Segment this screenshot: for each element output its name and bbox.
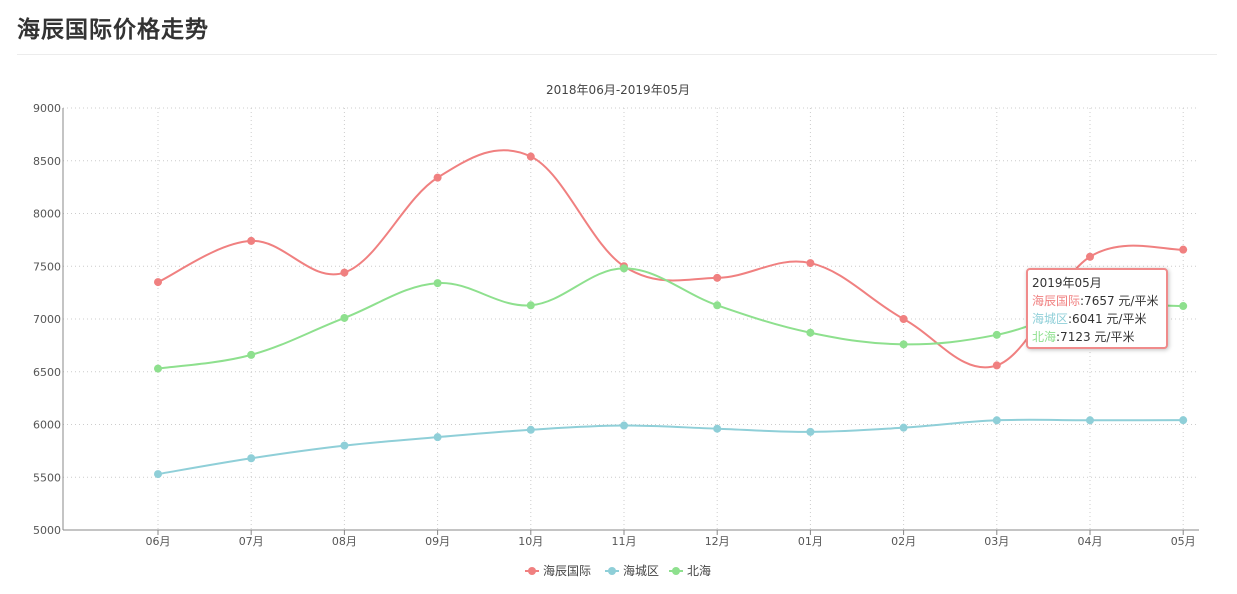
legend-item[interactable]: 北海 [669,563,711,578]
series-point [526,301,535,310]
x-tick-label: 09月 [425,535,450,548]
series-point [620,421,628,430]
page-title: 海辰国际价格走势 [17,17,209,43]
y-tick-label: 7500 [33,260,61,273]
series-point [992,416,1001,425]
series-point [433,279,442,288]
chart-subtitle: 2018年06月-2019年05月 [546,83,690,97]
series-point [713,273,722,282]
legend-marker [672,567,680,575]
tooltip-series-value: :6041 元/平米 [1068,312,1147,326]
chart-series[interactable] [154,149,1188,479]
series-point [992,361,1001,370]
tooltip-series-value: :7657 元/平米 [1080,294,1159,308]
series-point [713,301,722,310]
x-tick-label: 10月 [518,535,543,548]
series-point [899,315,908,323]
series-point [340,313,349,322]
x-tick-label: 11月 [612,535,637,548]
chart-axes: 5000 5500 6000 6500 7000 7500 8000 8500 9000 06月 0… [33,102,1199,548]
series-point [526,152,535,161]
x-tick-label: 12月 [705,535,730,548]
series-point [1086,416,1094,425]
tooltip-series-name: 海城区 [1032,312,1069,326]
chart-tooltip: 2019年05月 海辰国际:7657 元/平米 海城区:6041 元/平米 北海… [1026,268,1168,349]
tooltip-row-haichen: 海辰国际:7657 元/平米 [1032,292,1166,310]
series-point [247,236,256,245]
legend-label: 海辰国际 [543,563,591,578]
series-point [713,424,722,433]
x-tick-label: 02月 [891,535,916,548]
series-point [1086,252,1094,261]
y-tick-label: 9000 [33,102,61,115]
series-point [899,340,908,349]
x-tick-label: 04月 [1078,535,1103,548]
series-point [806,427,815,436]
series-point [899,423,908,432]
x-tick-label: 05月 [1171,535,1196,548]
series-point [340,268,349,277]
y-tick-label: 6000 [33,419,61,432]
series-point [526,425,535,434]
legend-label: 海城区 [623,563,659,578]
series-point [806,259,815,268]
tooltip-title: 2019年05月 [1032,276,1102,290]
x-tick-label: 08月 [332,535,357,548]
series-point [154,278,162,287]
series-point [247,454,256,463]
series-point [620,264,628,273]
series-point [247,350,256,359]
chart-legend[interactable]: 海辰国际 海城区 北海 [525,563,711,578]
x-tick-label: 03月 [984,535,1009,548]
series-point [1179,416,1188,425]
series-point [1179,245,1188,254]
series-point [154,364,162,373]
y-tick-label: 8000 [33,208,61,221]
tooltip-series-value: :7123 元/平米 [1056,330,1135,344]
legend-marker [608,567,616,575]
y-tick-label: 5500 [33,471,61,484]
y-tick-label: 8500 [33,155,61,168]
series-point [433,433,442,442]
y-tick-label: 6500 [33,366,61,379]
series-point [1179,302,1188,311]
y-tick-label: 7000 [33,313,61,326]
series-point [433,173,442,182]
series-2 [154,264,1188,373]
legend-label: 北海 [687,563,711,578]
x-tick-label: 07月 [239,535,264,548]
legend-item[interactable]: 海城区 [605,563,659,578]
y-tick-label: 5000 [33,524,61,537]
legend-marker [528,567,536,575]
tooltip-series-name: 北海 [1032,330,1057,344]
series-point [806,328,815,337]
series-point [154,470,162,479]
series-1 [154,416,1188,479]
series-point [992,330,1001,339]
title-divider [17,54,1217,55]
x-tick-label: 06月 [146,535,171,548]
legend-item[interactable]: 海辰国际 [525,563,591,578]
tooltip-row-haicheng: 海城区:6041 元/平米 [1032,310,1166,328]
series-line [157,418,1184,476]
tooltip-row-beihai: 北海:7123 元/平米 [1032,328,1166,346]
x-tick-label: 01月 [798,535,823,548]
tooltip-series-name: 海辰国际 [1032,294,1081,308]
series-point [340,441,349,450]
